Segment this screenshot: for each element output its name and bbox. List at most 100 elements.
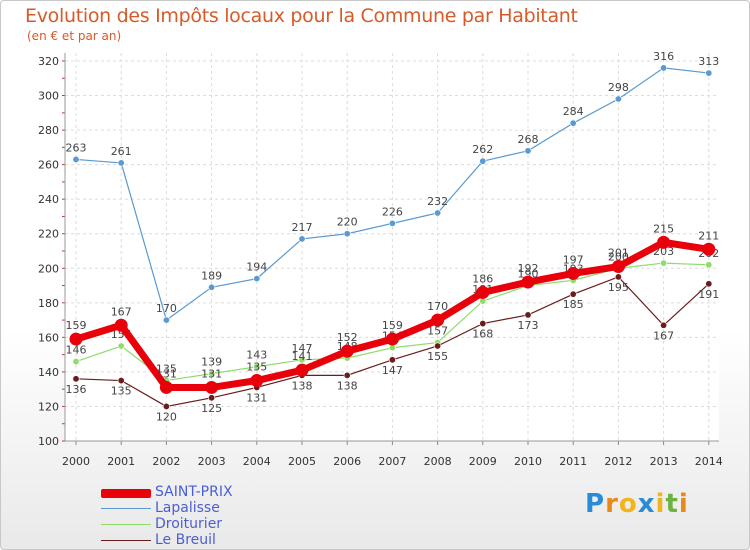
data-point <box>69 332 83 346</box>
x-tick-label: 2012 <box>604 455 632 468</box>
data-label: 232 <box>427 195 448 208</box>
data-label: 135 <box>156 363 177 376</box>
data-point <box>434 342 442 350</box>
data-point <box>388 356 396 364</box>
y-tick-label: 220 <box>38 228 59 241</box>
data-label: 195 <box>608 281 629 294</box>
data-point <box>162 316 170 324</box>
data-point <box>385 332 399 346</box>
chart-title: Evolution des Impôts locaux pour la Comm… <box>25 5 578 27</box>
y-tick-label: 180 <box>38 297 59 310</box>
data-label: 261 <box>111 145 132 158</box>
data-label: 120 <box>156 410 177 423</box>
data-label: 268 <box>518 133 539 146</box>
data-point <box>476 285 490 299</box>
data-point <box>72 358 80 366</box>
data-point <box>340 344 354 358</box>
data-label: 298 <box>608 81 629 94</box>
data-point <box>569 119 577 127</box>
data-point <box>705 280 713 288</box>
data-point <box>298 235 306 243</box>
data-point <box>72 155 80 163</box>
data-point <box>295 363 309 377</box>
data-label: 157 <box>427 325 448 338</box>
logo-letter: P <box>585 489 606 519</box>
data-point <box>208 394 216 402</box>
data-point <box>159 380 173 394</box>
data-label: 167 <box>111 305 132 318</box>
data-point <box>114 318 128 332</box>
data-label: 131 <box>246 391 267 404</box>
data-label: 190 <box>518 268 539 281</box>
data-label: 131 <box>201 367 222 380</box>
data-label: 186 <box>472 272 493 285</box>
data-label: 135 <box>246 361 267 374</box>
data-label: 167 <box>653 329 674 342</box>
x-tick-label: 2004 <box>243 455 271 468</box>
logo-letter: i <box>678 489 689 519</box>
x-tick-label: 2011 <box>559 455 587 468</box>
data-label: 141 <box>292 350 313 363</box>
x-tick-label: 2002 <box>152 455 180 468</box>
data-label: 155 <box>427 350 448 363</box>
x-tick-label: 2003 <box>198 455 226 468</box>
data-label: 185 <box>563 298 584 311</box>
data-label: 125 <box>201 402 222 415</box>
data-label: 189 <box>201 269 222 282</box>
data-label: 147 <box>292 342 313 355</box>
data-label: 173 <box>518 319 539 332</box>
data-label: 191 <box>698 288 719 301</box>
data-point <box>298 356 306 364</box>
data-label: 138 <box>337 379 358 392</box>
y-tick-label: 100 <box>38 435 59 448</box>
chart-subtitle: (en € et par an) <box>27 29 122 43</box>
data-point <box>660 259 668 267</box>
x-tick-label: 2010 <box>514 455 542 468</box>
data-point <box>524 147 532 155</box>
data-label: 194 <box>246 261 267 274</box>
y-tick-label: 300 <box>38 90 59 103</box>
legend-label: Lapalisse <box>155 500 220 516</box>
data-point <box>657 235 671 249</box>
data-label: 262 <box>472 143 493 156</box>
data-point <box>434 209 442 217</box>
x-tick-label: 2005 <box>288 455 316 468</box>
x-tick-label: 2008 <box>424 455 452 468</box>
data-point <box>479 157 487 165</box>
y-tick-label: 140 <box>38 366 59 379</box>
logo-letter: o <box>618 489 638 519</box>
data-label: 143 <box>246 349 267 362</box>
data-label: 135 <box>111 385 132 398</box>
x-tick-label: 2000 <box>62 455 90 468</box>
data-label: 316 <box>653 50 674 63</box>
y-tick-label: 160 <box>38 331 59 344</box>
data-label: 170 <box>427 300 448 313</box>
data-label: 138 <box>292 379 313 392</box>
data-point <box>614 273 622 281</box>
legend-label: Droiturier <box>155 516 223 532</box>
data-label: 220 <box>337 216 358 229</box>
legend-swatch <box>101 489 151 498</box>
y-tick-label: 280 <box>38 124 59 137</box>
x-tick-label: 2007 <box>378 455 406 468</box>
logo-letter: i <box>655 489 666 519</box>
legend-swatch <box>101 524 151 525</box>
data-label: 211 <box>698 229 719 242</box>
data-point <box>208 370 216 378</box>
data-point <box>479 320 487 328</box>
data-point <box>431 313 445 327</box>
data-label: 136 <box>66 383 87 396</box>
data-label: 139 <box>201 356 222 369</box>
data-point <box>524 311 532 319</box>
data-label: 168 <box>472 328 493 341</box>
data-point <box>117 159 125 167</box>
y-tick-label: 120 <box>38 400 59 413</box>
data-label: 201 <box>608 247 629 260</box>
data-point <box>205 380 219 394</box>
legend-swatch <box>101 508 151 509</box>
data-label: 131 <box>156 367 177 380</box>
logo-letter: x <box>637 489 656 519</box>
